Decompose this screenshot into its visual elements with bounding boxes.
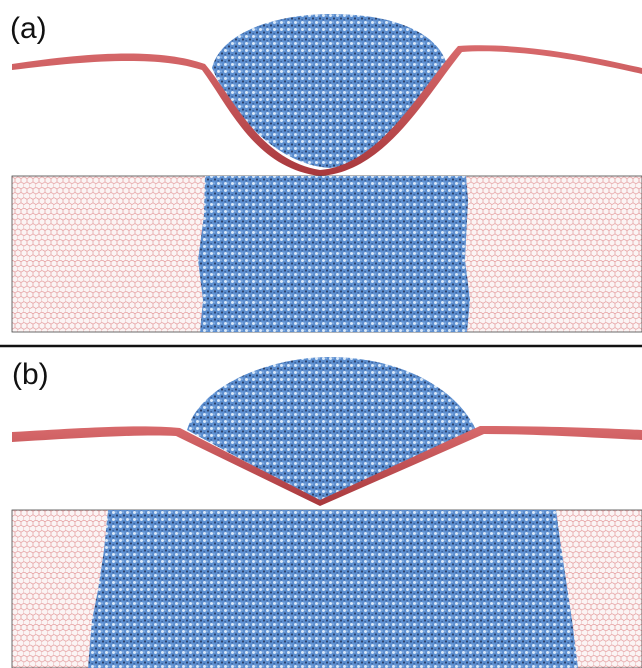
panel-a-top-view [11, 175, 642, 333]
panel-a-droplet [212, 14, 447, 168]
panel-b-side-view [12, 357, 642, 506]
panel-b-membrane [12, 426, 642, 506]
panel-a-membrane [12, 45, 642, 176]
panel-a-droplet-footprint [198, 176, 470, 332]
panel-a-side-view [12, 14, 642, 176]
panel-a-label: (a) [10, 12, 47, 45]
panel-b-droplet [187, 357, 476, 502]
panel-b-top-view [11, 509, 642, 668]
panel-b-label: (b) [12, 358, 49, 391]
panel-b-droplet-footprint [88, 510, 578, 668]
